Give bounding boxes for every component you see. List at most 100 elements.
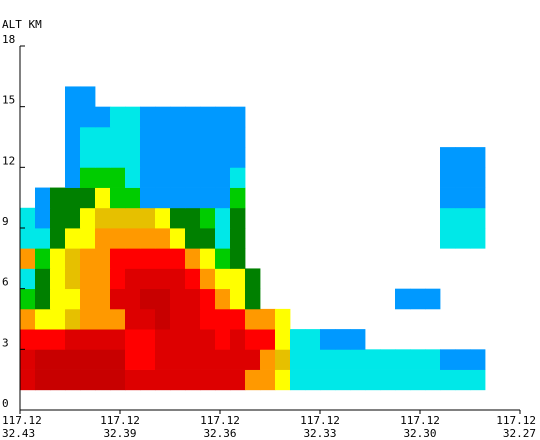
reflectivity-cell <box>170 268 186 290</box>
y-axis-title: ALT KM <box>2 18 42 31</box>
reflectivity-cell <box>170 329 186 350</box>
reflectivity-cell <box>215 147 231 168</box>
reflectivity-cell <box>425 288 441 310</box>
x-tick-label-lon: 117.12 <box>400 414 440 427</box>
reflectivity-cell <box>260 349 276 370</box>
reflectivity-cell <box>80 329 96 350</box>
reflectivity-cell <box>125 147 141 168</box>
reflectivity-cell <box>140 329 156 350</box>
reflectivity-cell <box>35 268 51 290</box>
reflectivity-cell <box>230 308 246 330</box>
reflectivity-cell <box>140 228 156 249</box>
reflectivity-cell <box>125 207 141 229</box>
reflectivity-cell <box>65 329 81 350</box>
reflectivity-cell <box>215 106 231 128</box>
reflectivity-cell <box>95 288 111 310</box>
reflectivity-cell <box>215 126 231 148</box>
reflectivity-cell <box>65 126 81 148</box>
reflectivity-cell <box>440 349 456 370</box>
reflectivity-cell <box>50 288 66 310</box>
reflectivity-cell <box>65 207 81 229</box>
reflectivity-cell <box>440 147 456 168</box>
x-ticks: 117.1232.43117.1232.39117.1232.36117.123… <box>2 410 536 440</box>
reflectivity-cell <box>65 349 81 370</box>
reflectivity-cell <box>185 207 201 229</box>
reflectivity-cell <box>50 329 66 350</box>
reflectivity-cell <box>50 349 66 370</box>
reflectivity-cell <box>275 369 291 391</box>
reflectivity-cell <box>95 369 111 391</box>
reflectivity-cell <box>170 369 186 391</box>
reflectivity-cell <box>125 268 141 290</box>
reflectivity-cell <box>110 106 126 128</box>
reflectivity-cell <box>20 268 36 290</box>
reflectivity-cell <box>170 228 186 249</box>
reflectivity-cell <box>320 369 336 391</box>
reflectivity-cell <box>155 268 171 290</box>
reflectivity-cell <box>215 349 231 370</box>
reflectivity-cell <box>95 329 111 350</box>
reflectivity-cell <box>380 369 396 391</box>
reflectivity-cell <box>215 369 231 391</box>
reflectivity-cell <box>20 288 36 310</box>
reflectivity-cell <box>200 329 216 350</box>
reflectivity-cell <box>455 207 471 229</box>
reflectivity-cell <box>80 167 96 188</box>
reflectivity-cell <box>20 248 36 269</box>
reflectivity-cell <box>200 126 216 148</box>
reflectivity-cell <box>80 268 96 290</box>
reflectivity-cell <box>125 228 141 249</box>
reflectivity-cell <box>35 369 51 391</box>
y-tick-label: 12 <box>2 154 15 167</box>
reflectivity-cell <box>20 349 36 370</box>
reflectivity-cell <box>110 288 126 310</box>
reflectivity-cell <box>170 308 186 330</box>
reflectivity-cell <box>230 147 246 168</box>
reflectivity-cell <box>425 349 441 370</box>
reflectivity-cell <box>410 288 426 310</box>
reflectivity-cell <box>335 329 351 350</box>
reflectivity-cell <box>125 126 141 148</box>
reflectivity-cell <box>440 369 456 391</box>
reflectivity-cell <box>200 187 216 209</box>
reflectivity-cell <box>50 207 66 229</box>
reflectivity-cell <box>80 147 96 168</box>
reflectivity-cell <box>125 288 141 310</box>
reflectivity-cell <box>35 288 51 310</box>
y-tick-label: 18 <box>2 33 15 46</box>
reflectivity-cell <box>275 349 291 370</box>
reflectivity-cell <box>410 369 426 391</box>
reflectivity-cell <box>155 369 171 391</box>
reflectivity-cell <box>200 207 216 229</box>
reflectivity-cell <box>95 308 111 330</box>
x-tick-label-lon: 117.12 <box>300 414 340 427</box>
reflectivity-cell <box>110 187 126 209</box>
reflectivity-cell <box>140 167 156 188</box>
reflectivity-cells <box>20 86 486 391</box>
reflectivity-cell <box>305 329 321 350</box>
reflectivity-cell <box>260 308 276 330</box>
reflectivity-cell <box>215 329 231 350</box>
reflectivity-cell <box>155 126 171 148</box>
reflectivity-cell <box>95 207 111 229</box>
reflectivity-cell <box>185 248 201 269</box>
reflectivity-cell <box>215 308 231 330</box>
x-tick-label-lat: 32.33 <box>303 427 336 440</box>
reflectivity-cell <box>335 349 351 370</box>
reflectivity-cell <box>440 228 456 249</box>
reflectivity-cell <box>95 248 111 269</box>
reflectivity-cell <box>230 349 246 370</box>
reflectivity-cell <box>455 349 471 370</box>
reflectivity-cell <box>440 187 456 209</box>
reflectivity-cell <box>20 329 36 350</box>
reflectivity-cell <box>170 167 186 188</box>
reflectivity-cell <box>290 349 306 370</box>
reflectivity-cell <box>95 147 111 168</box>
reflectivity-cell <box>230 187 246 209</box>
reflectivity-cell <box>35 228 51 249</box>
reflectivity-cell <box>230 268 246 290</box>
reflectivity-cell <box>275 308 291 330</box>
reflectivity-cell <box>200 228 216 249</box>
reflectivity-cell <box>260 369 276 391</box>
reflectivity-cell <box>155 187 171 209</box>
